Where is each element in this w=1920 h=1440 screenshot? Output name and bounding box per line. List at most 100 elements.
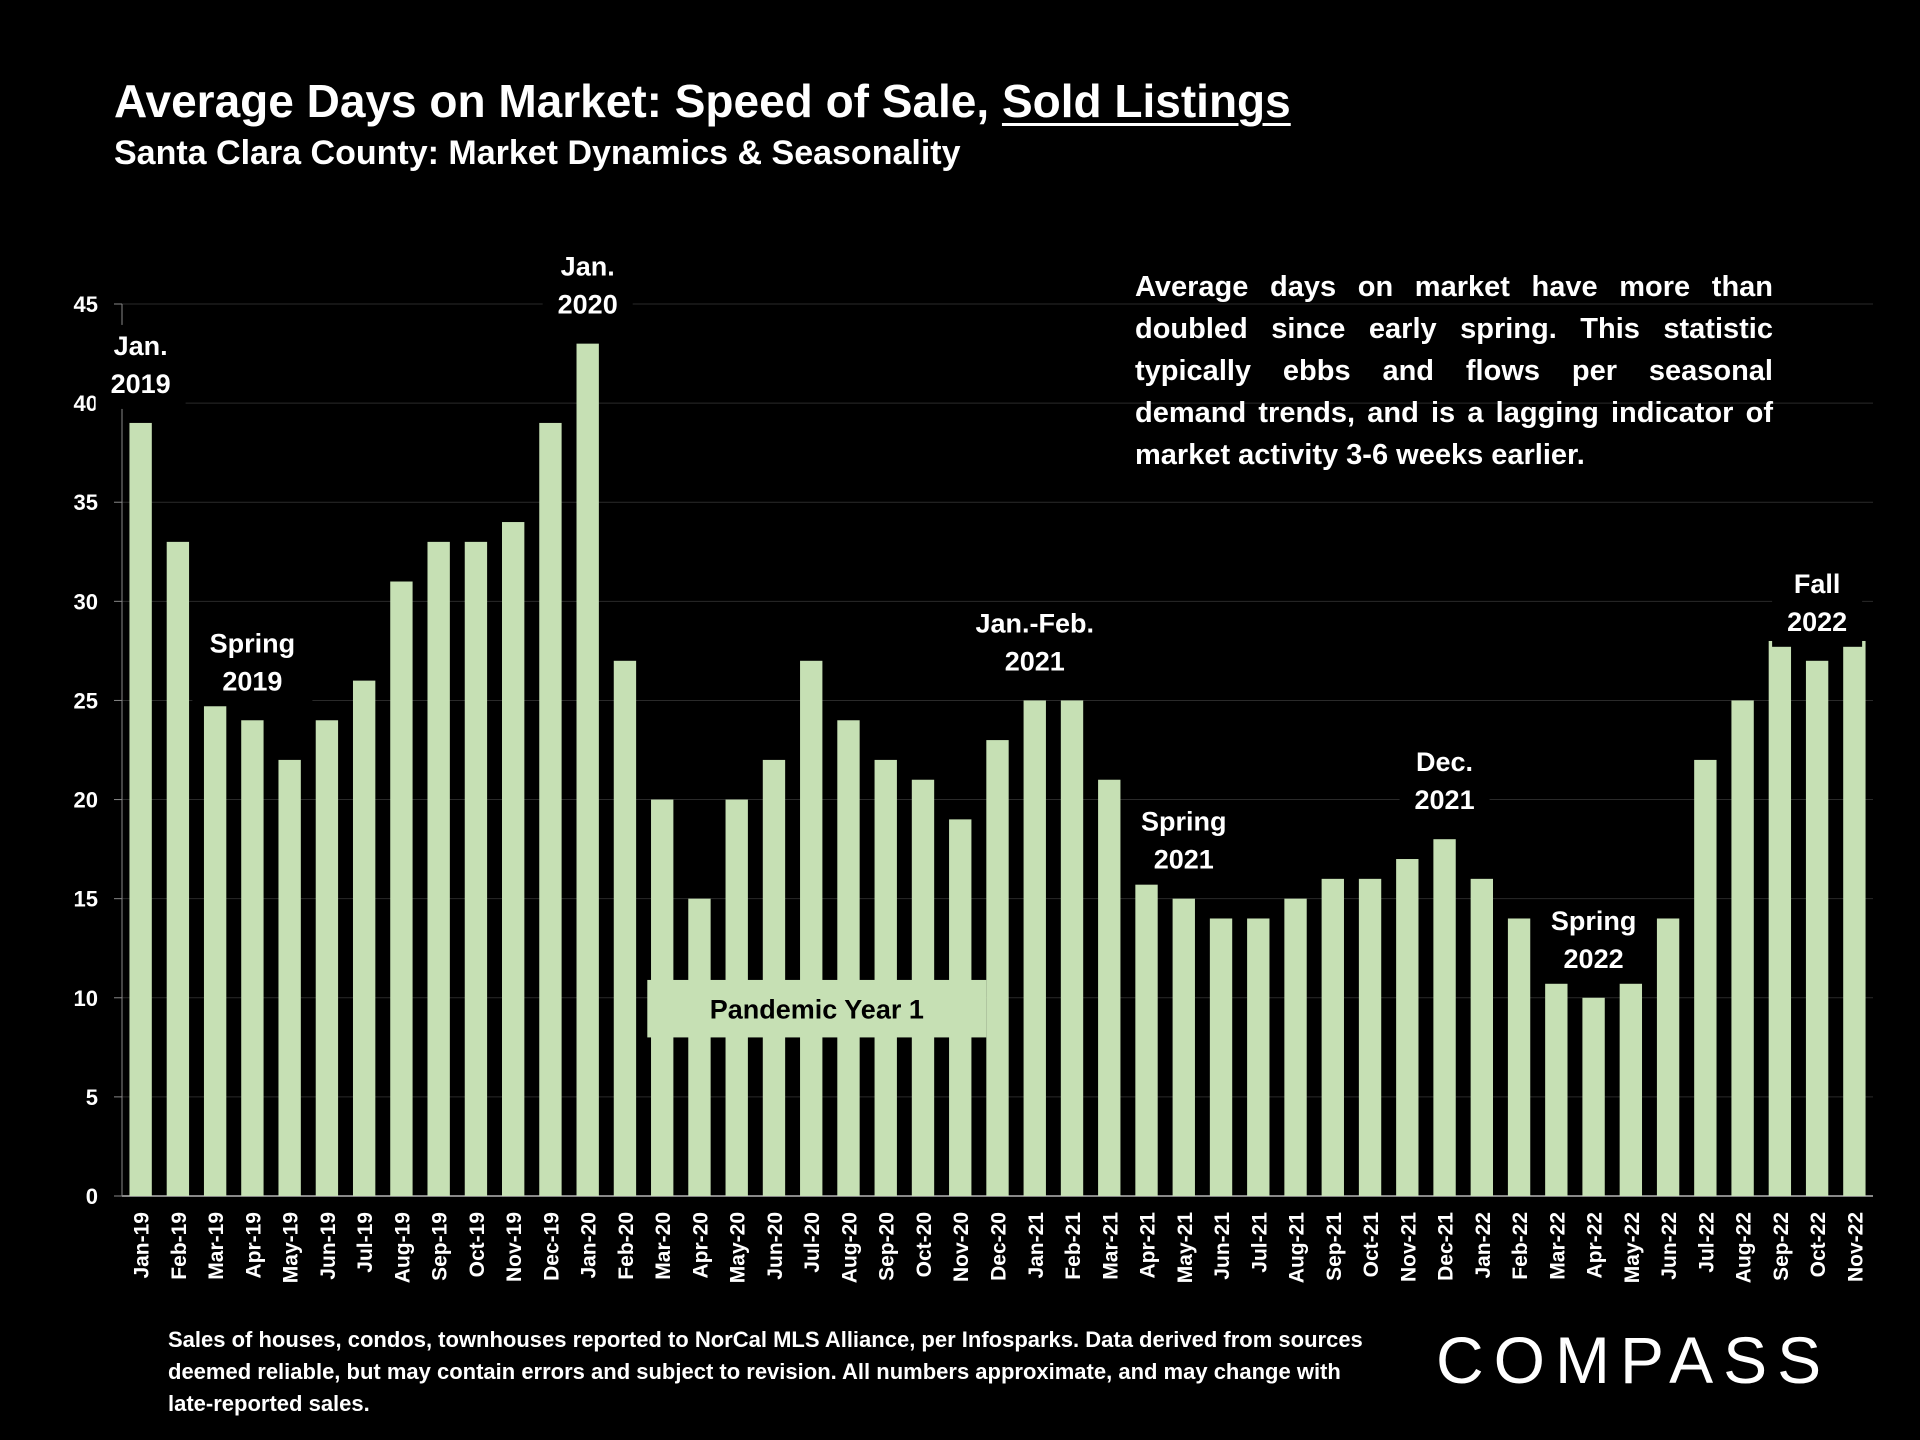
annotation-backdrop [192, 622, 313, 707]
x-tick-label: Jan-20 [578, 1212, 601, 1279]
annotation-label: Jan.-Feb. 2021 [975, 608, 1094, 676]
bar-Dec-21 [1433, 839, 1456, 1196]
annotation-backdrop [952, 602, 1118, 687]
x-tick-label: Jun-21 [1211, 1212, 1234, 1280]
x-tick-label: Sep-21 [1323, 1212, 1346, 1281]
x-tick-label: Apr-22 [1584, 1212, 1607, 1279]
y-tick-label: 0 [86, 1184, 98, 1209]
bar-May-22 [1619, 977, 1643, 1196]
bar-Jun-22 [1656, 918, 1680, 1196]
bar-Sep-20 [874, 759, 897, 1196]
x-tick-label: Feb-19 [168, 1212, 191, 1280]
x-tick-label: Mar-21 [1099, 1212, 1122, 1280]
bar-Jul-20 [800, 660, 823, 1196]
bar-Jul-22 [1694, 759, 1717, 1196]
x-tick-label: Aug-19 [391, 1212, 414, 1283]
bar-Apr-21 [1135, 859, 1158, 1196]
bar-Jan-21 [1023, 700, 1046, 1196]
annotation-label: Spring 2019 [210, 628, 296, 696]
chart-subtitle: Santa Clara County: Market Dynamics & Se… [114, 134, 961, 172]
bar-Sep-22 [1768, 640, 1792, 1196]
annotation-line: Jan.-Feb. [975, 608, 1094, 638]
x-tick-label: Feb-20 [615, 1212, 638, 1280]
pandemic-band-label: Pandemic Year 1 [710, 995, 924, 1025]
bar-Mar-19 [203, 660, 227, 1196]
bar-May-19 [278, 759, 301, 1196]
x-tick-label: Nov-20 [950, 1212, 973, 1282]
annotation-backdrop [95, 324, 186, 409]
x-tick-label: Jul-19 [354, 1212, 377, 1273]
x-tick-label: Jan-22 [1472, 1212, 1495, 1279]
bar-Jun-21 [1209, 918, 1233, 1196]
y-tick-label: 45 [74, 292, 98, 317]
bar-Jul-19 [352, 680, 376, 1196]
y-tick-label: 25 [74, 688, 98, 713]
x-tick-label: Dec-20 [988, 1212, 1011, 1281]
x-tick-label: May-22 [1621, 1212, 1644, 1283]
y-tick-label: 5 [86, 1085, 98, 1110]
x-tick-label: Jun-22 [1658, 1212, 1681, 1280]
x-tick-label: Sep-19 [429, 1212, 452, 1281]
bar-Jan-19 [129, 422, 152, 1196]
x-tick-label: Mar-20 [652, 1212, 675, 1280]
y-axis: 0 5 10 15 20 25 30 35 40 45 [74, 292, 123, 1209]
x-tick-label: Sep-22 [1770, 1212, 1793, 1281]
annotation-line: 2022 [1787, 607, 1847, 637]
x-tick-label: Jul-22 [1695, 1212, 1718, 1273]
bar-Sep-19 [427, 541, 450, 1196]
annotation-label: Dec. 2021 [1415, 747, 1475, 815]
x-tick-label: Oct-20 [913, 1212, 936, 1277]
x-tick-label: Mar-19 [205, 1212, 228, 1280]
annotation-line: Jan. [114, 331, 168, 361]
annotation-line: Spring [1551, 906, 1637, 936]
y-tick-label: 15 [74, 887, 98, 912]
annotation-backdrop [1533, 899, 1654, 984]
bar-Aug-22 [1731, 700, 1754, 1196]
x-tick-label: Oct-21 [1360, 1212, 1383, 1278]
compass-logo: COMPASS [1436, 1323, 1832, 1397]
bar-May-21 [1172, 898, 1195, 1196]
commentary-note: Average days on market have more than do… [1135, 271, 1773, 471]
y-tick-label: 20 [74, 788, 98, 813]
x-tick-label: May-21 [1174, 1212, 1197, 1284]
x-tick-label: Jan-19 [131, 1212, 154, 1279]
chart-title: Average Days on Market: Speed of Sale, S… [114, 74, 1291, 128]
chart-title-main: Average Days on Market: Speed of Sale, [114, 75, 1002, 127]
bar-Nov-21 [1396, 859, 1419, 1196]
bar-Feb-22 [1507, 918, 1531, 1196]
x-tick-label: Apr-21 [1137, 1212, 1160, 1279]
x-axis: Jan-19 Feb-19 Mar-19 Apr-19 May-19 Jun-19 Jul-… [131, 1212, 1868, 1284]
bar-Oct-22 [1805, 660, 1829, 1196]
annotation-line: Fall [1794, 569, 1841, 599]
bar-Aug-19 [390, 581, 413, 1196]
x-tick-label: Nov-21 [1397, 1212, 1420, 1282]
x-tick-label: May-19 [280, 1212, 303, 1283]
annotation-backdrop [542, 245, 633, 330]
y-tick-label: 40 [74, 391, 98, 416]
annotation-line: Jan. [561, 252, 615, 282]
source-footnote: Sales of houses, condos, townhouses repo… [168, 1327, 1363, 1416]
bar-Jun-20 [762, 759, 786, 1196]
annotation-line: Spring [1141, 807, 1227, 837]
annotation-line: 2022 [1564, 944, 1624, 974]
annotation-label: Spring 2022 [1551, 906, 1637, 974]
bar-Dec-20 [986, 740, 1009, 1196]
x-tick-label: Apr-19 [242, 1212, 265, 1279]
x-tick-label: Jun-19 [317, 1212, 340, 1280]
bar-Aug-21 [1284, 898, 1307, 1196]
annotation-backdrop [1399, 741, 1490, 826]
x-tick-label: Oct-19 [466, 1212, 489, 1277]
x-tick-label: Aug-22 [1733, 1212, 1756, 1283]
bar-Apr-22 [1582, 997, 1605, 1196]
bar-Aug-20 [837, 720, 860, 1196]
annotation-line: Dec. [1416, 747, 1473, 777]
x-tick-label: Sep-20 [876, 1212, 899, 1281]
x-tick-label: Oct-22 [1807, 1212, 1830, 1277]
bar-Oct-21 [1358, 878, 1382, 1196]
annotation-backdrop [1772, 562, 1863, 647]
bar-Dec-19 [539, 422, 562, 1196]
y-tick-label: 35 [74, 490, 98, 515]
annotation-line: 2020 [558, 290, 618, 320]
bar-Sep-21 [1321, 878, 1344, 1196]
